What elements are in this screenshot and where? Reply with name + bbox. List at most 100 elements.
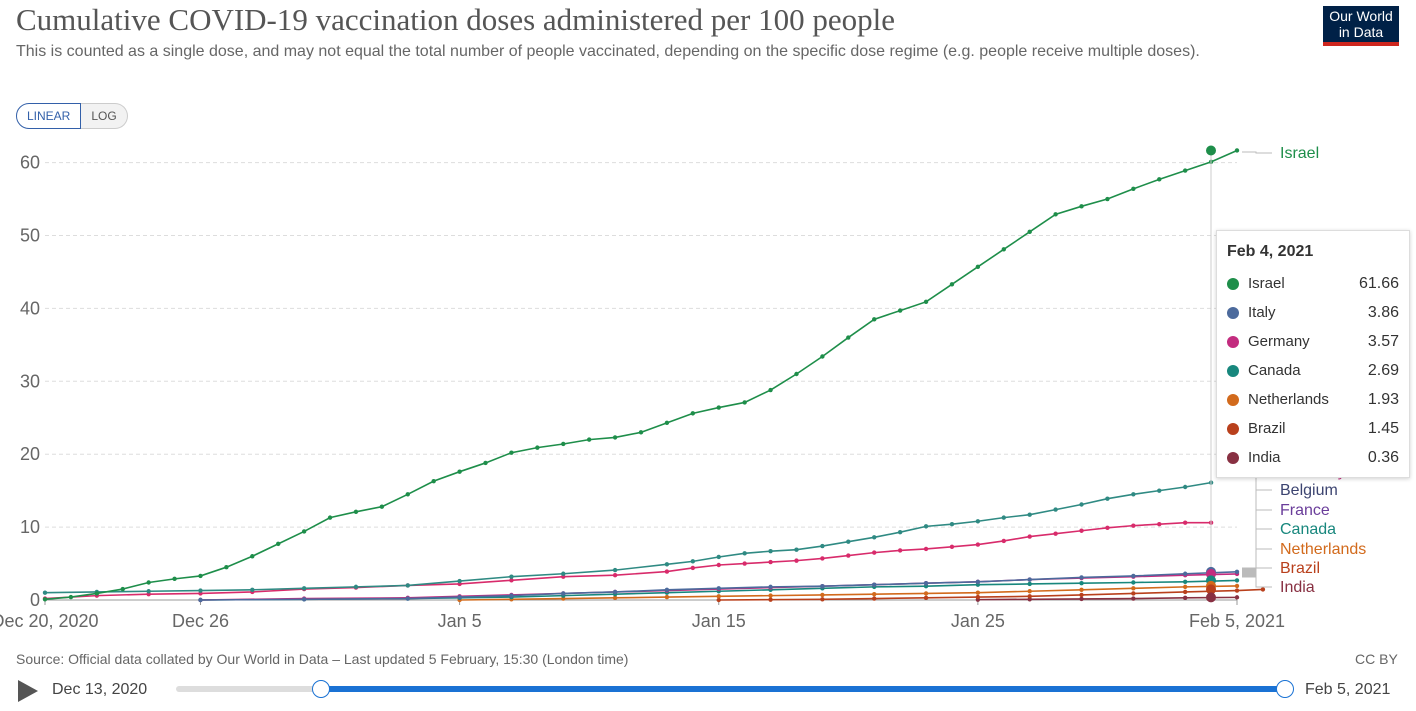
data-point bbox=[949, 544, 955, 549]
data-point bbox=[457, 578, 462, 584]
legend-label-france[interactable]: France bbox=[1280, 502, 1330, 519]
data-point bbox=[820, 543, 825, 549]
data-point bbox=[1079, 204, 1084, 209]
legend-label-israel[interactable]: Israel bbox=[1280, 145, 1319, 162]
data-point bbox=[1027, 589, 1032, 594]
tooltip-series-name: Italy bbox=[1248, 304, 1276, 321]
x-tick-label: Dec 20, 2020 bbox=[0, 611, 99, 631]
legend-connector bbox=[1242, 509, 1272, 573]
data-point bbox=[794, 547, 799, 552]
data-point bbox=[1182, 520, 1188, 525]
data-point bbox=[897, 548, 903, 553]
series-line-united-states bbox=[44, 521, 1212, 600]
data-point bbox=[768, 559, 773, 565]
data-point bbox=[1105, 525, 1110, 531]
data-point bbox=[872, 591, 877, 597]
data-point bbox=[716, 597, 721, 603]
x-tick-label: Jan 25 bbox=[951, 611, 1005, 631]
data-point bbox=[1079, 528, 1084, 533]
legend-label-canada[interactable]: Canada bbox=[1280, 521, 1336, 538]
timeline-track[interactable] bbox=[176, 680, 1294, 698]
data-point bbox=[1131, 596, 1136, 601]
data-point bbox=[1157, 488, 1162, 493]
legend-label-india[interactable]: India bbox=[1280, 579, 1315, 596]
data-point bbox=[1131, 492, 1136, 497]
data-point bbox=[612, 589, 618, 595]
series-color-dot bbox=[1227, 393, 1239, 406]
series-color-dot bbox=[1227, 451, 1239, 464]
chart-subtitle: This is counted as a single dose, and ma… bbox=[16, 43, 1200, 60]
tooltip-row: Israel 61.66 bbox=[1227, 269, 1399, 298]
legend-connector bbox=[1242, 470, 1272, 575]
series-color-dot bbox=[1227, 277, 1239, 290]
data-point bbox=[794, 371, 799, 377]
data-point bbox=[301, 597, 307, 602]
data-point bbox=[146, 580, 151, 585]
data-point bbox=[561, 441, 566, 447]
scale-toggle: LINEAR LOG bbox=[16, 103, 128, 129]
y-tick-label: 20 bbox=[20, 444, 40, 464]
x-tick-label: Feb 5, 2021 bbox=[1189, 611, 1285, 631]
tooltip-row: Germany 3.57 bbox=[1227, 327, 1399, 356]
legend-connector bbox=[1242, 567, 1272, 588]
data-point bbox=[768, 548, 773, 554]
timeline-start-handle[interactable] bbox=[312, 680, 330, 698]
data-point bbox=[198, 588, 203, 593]
linear-scale-button[interactable]: LINEAR bbox=[16, 103, 82, 129]
data-point bbox=[1234, 569, 1240, 575]
y-tick-label: 0 bbox=[30, 590, 40, 610]
tooltip-series-name: Canada bbox=[1248, 362, 1301, 379]
data-point bbox=[949, 521, 955, 527]
tooltip-series-value: 3.57 bbox=[1367, 332, 1399, 350]
data-point bbox=[42, 597, 48, 602]
data-point bbox=[1027, 581, 1032, 587]
series-color-dot bbox=[1227, 364, 1239, 377]
data-point bbox=[820, 583, 825, 589]
series-color-dot bbox=[1227, 306, 1239, 319]
tooltip-series-name: Germany bbox=[1248, 333, 1310, 350]
data-point bbox=[1079, 581, 1084, 586]
legend-connector bbox=[1242, 528, 1272, 572]
data-point bbox=[1182, 595, 1188, 601]
data-point bbox=[1182, 484, 1188, 490]
tooltip-rows: Israel 61.66 Italy 3.86 Germany 3.57 Canada 2.6… bbox=[1227, 269, 1399, 472]
data-point bbox=[198, 597, 203, 603]
owid-logo[interactable]: Our World in Data bbox=[1323, 6, 1399, 46]
data-point bbox=[1234, 595, 1240, 600]
data-point bbox=[975, 579, 981, 584]
data-point bbox=[872, 317, 877, 322]
data-point bbox=[1105, 196, 1110, 202]
tooltip-series-name: India bbox=[1248, 449, 1281, 466]
tooltip-row: India 0.36 bbox=[1227, 443, 1399, 472]
data-point bbox=[509, 574, 514, 579]
series-line-netherlands bbox=[459, 585, 1238, 601]
data-point bbox=[301, 586, 307, 591]
hover-indicator bbox=[1206, 145, 1216, 603]
data-point bbox=[716, 562, 721, 568]
data-point bbox=[742, 551, 747, 556]
legend-label-belgium[interactable]: Belgium bbox=[1280, 482, 1338, 499]
data-point bbox=[198, 573, 203, 579]
data-point bbox=[1234, 583, 1240, 589]
data-point bbox=[872, 596, 877, 601]
timeline-end-handle[interactable] bbox=[1276, 680, 1294, 698]
data-point bbox=[1182, 571, 1188, 576]
log-scale-button[interactable]: LOG bbox=[81, 103, 128, 129]
legend-label-brazil[interactable]: Brazil bbox=[1280, 560, 1320, 577]
data-point bbox=[1105, 496, 1110, 501]
license-link[interactable]: CC BY bbox=[1355, 651, 1398, 667]
data-point bbox=[509, 450, 514, 455]
data-point bbox=[1234, 588, 1240, 593]
data-point bbox=[846, 335, 851, 340]
data-point bbox=[405, 492, 410, 497]
data-point bbox=[1260, 587, 1266, 592]
play-icon[interactable] bbox=[18, 680, 38, 702]
data-point bbox=[301, 529, 307, 534]
data-point bbox=[1131, 586, 1136, 591]
data-point bbox=[664, 587, 670, 592]
tooltip-series-name: Brazil bbox=[1248, 420, 1286, 437]
legend-label-netherlands[interactable]: Netherlands bbox=[1280, 541, 1366, 558]
series-line-india bbox=[977, 596, 1238, 601]
data-point bbox=[1079, 596, 1084, 602]
data-point bbox=[638, 430, 644, 435]
